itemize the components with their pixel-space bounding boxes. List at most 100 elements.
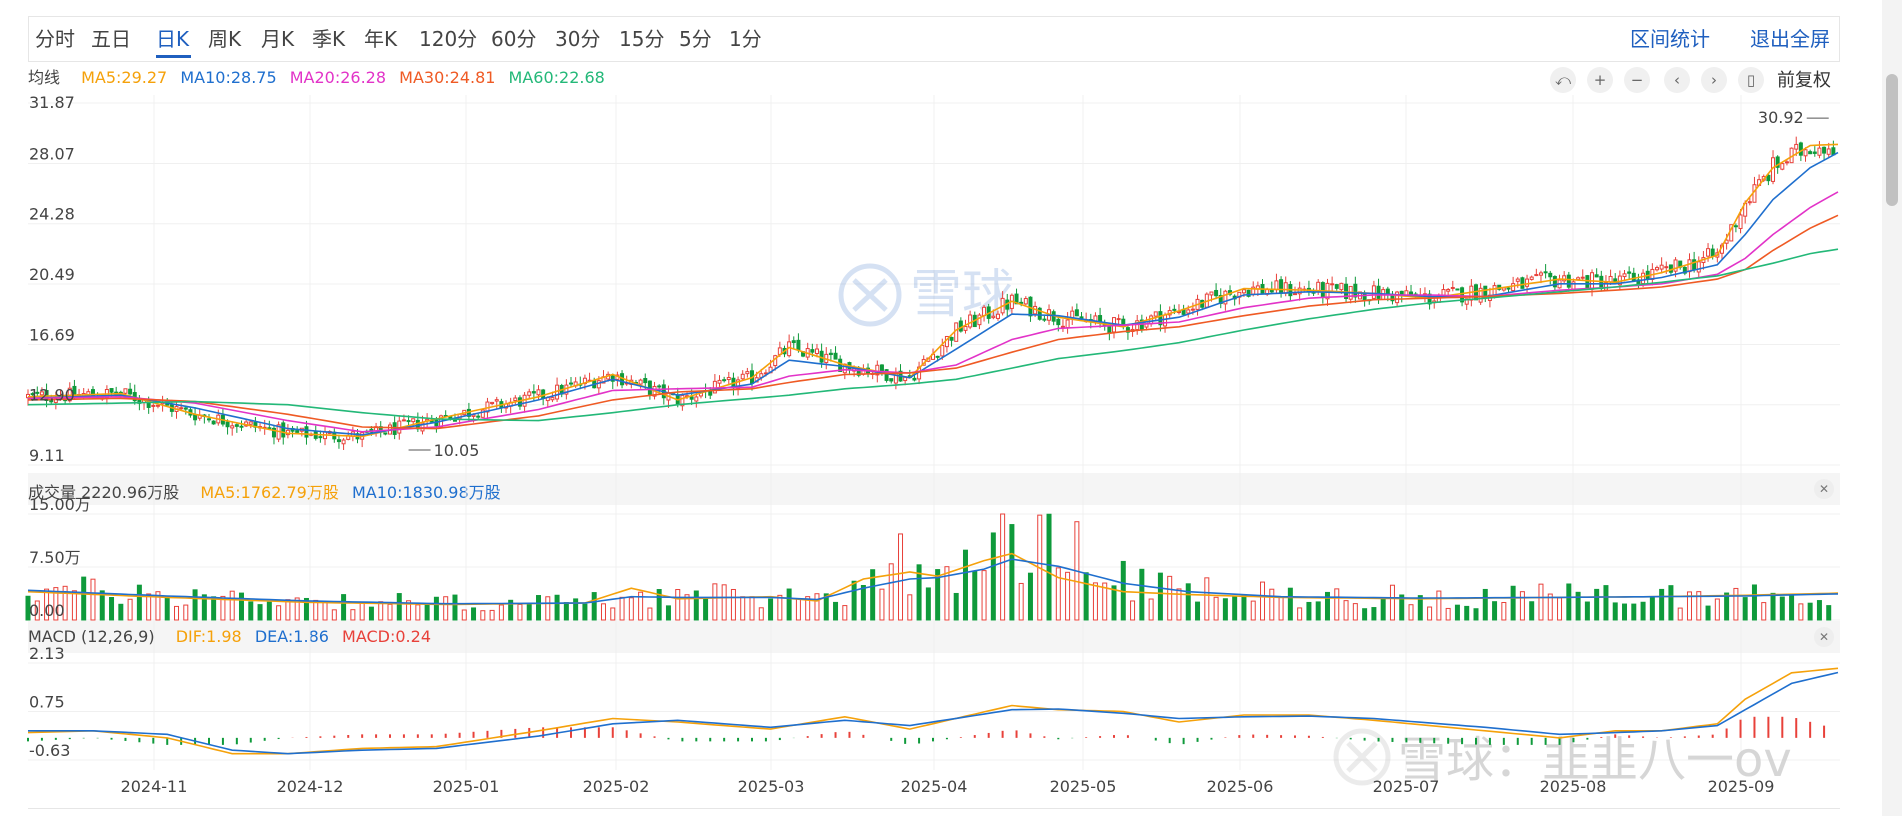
tab-9[interactable]: 30分 (555, 27, 601, 51)
tab-4[interactable]: 月K (261, 27, 295, 51)
volume-bar (888, 563, 894, 621)
candle-body (995, 313, 1000, 319)
candle-body (898, 370, 903, 382)
candle (903, 376, 908, 386)
volume-bar (155, 591, 161, 621)
candle-body (323, 431, 328, 440)
candle (893, 367, 898, 390)
volume-bar (331, 609, 337, 621)
candle-body (1747, 201, 1752, 204)
candle (513, 395, 518, 405)
adjust-price-button[interactable]: 前复权 (1777, 70, 1831, 91)
candle-body (434, 419, 439, 427)
tab-6[interactable]: 年K (364, 27, 398, 51)
scroll-left-icon[interactable]: ‹ (1664, 67, 1690, 93)
close-macd-icon[interactable]: ✕ (1814, 627, 1834, 647)
undo-icon[interactable]: ⤺ (1550, 67, 1576, 93)
candle (1817, 141, 1822, 159)
volume-bar (118, 603, 124, 621)
candle-body (1812, 151, 1817, 154)
candle (1682, 265, 1687, 276)
candle (596, 376, 601, 395)
scroll-right-icon[interactable]: › (1701, 67, 1727, 93)
interval-stats-button[interactable]: 区间统计 (1630, 27, 1710, 51)
tab-8[interactable]: 60分 (491, 27, 537, 51)
candle (935, 355, 940, 362)
candle (1585, 274, 1590, 290)
candle (954, 322, 959, 342)
candle-body (1200, 299, 1205, 308)
candle-body (1116, 318, 1121, 321)
candle-body (842, 363, 847, 374)
candle-body (369, 428, 374, 433)
candle (234, 422, 239, 433)
candle (244, 419, 249, 428)
candle-body (796, 339, 801, 351)
candle (536, 385, 541, 401)
tab-12[interactable]: 1分 (729, 27, 762, 51)
candle-body (30, 393, 35, 396)
candle (258, 423, 263, 432)
volume-bar (545, 596, 551, 621)
candle (281, 420, 286, 445)
tab-2[interactable]: 日K (156, 27, 190, 51)
candle-body (712, 380, 717, 394)
candle-body (253, 422, 258, 428)
candle (207, 413, 211, 423)
candle (810, 343, 815, 357)
tab-0[interactable]: 分时 (35, 27, 75, 51)
candle (1794, 136, 1799, 157)
candle (1316, 279, 1321, 295)
candle (1079, 312, 1084, 322)
candle (907, 369, 912, 379)
volume-bar (1417, 595, 1423, 621)
close-volume-icon[interactable]: ✕ (1814, 479, 1834, 499)
candle-body (1353, 283, 1358, 298)
candle-body (587, 379, 592, 382)
volume-bar (1287, 587, 1293, 621)
volume-bar (628, 597, 634, 621)
candle-body (949, 336, 954, 341)
tab-5[interactable]: 季K (312, 27, 346, 51)
tab-10[interactable]: 15分 (619, 27, 665, 51)
tab-7[interactable]: 120分 (419, 27, 478, 51)
candle (1190, 302, 1195, 315)
candle (1422, 287, 1427, 303)
candle-body (805, 348, 810, 358)
tab-11[interactable]: 5分 (679, 27, 712, 51)
candle (1668, 264, 1673, 275)
candle-body (889, 378, 894, 382)
max-price-label: 30.92 (1758, 108, 1804, 127)
candle-body (1362, 293, 1367, 302)
scrollbar-thumb[interactable] (1886, 74, 1898, 206)
period-toolbar: 分时 五日 日K 周K 月K 季K 年K 120分 60分 30分 15分 5分 1分 区间统计 退出全… (28, 16, 1840, 62)
volume-bar (1371, 607, 1377, 621)
tab-1[interactable]: 五日 (91, 27, 131, 51)
zoom-out-icon[interactable]: − (1624, 67, 1650, 93)
exit-fullscreen-button[interactable]: 退出全屏 (1750, 27, 1830, 51)
candle-body (179, 407, 184, 410)
candle (828, 349, 833, 362)
candle-body (1237, 291, 1242, 298)
candle (1427, 290, 1432, 310)
candle (1353, 276, 1358, 303)
candle-body (1548, 272, 1553, 278)
candle-body (522, 394, 527, 407)
volume-bar (192, 589, 198, 621)
candle-body (1334, 284, 1339, 289)
candle-body (866, 367, 871, 374)
ma-legend-title: 均线 (28, 68, 61, 87)
candle-body (1562, 275, 1567, 282)
candle (852, 365, 857, 377)
candle-body (443, 415, 448, 418)
candle (132, 384, 137, 405)
candle-body (1631, 272, 1636, 282)
candle (1808, 149, 1813, 155)
page-scrollbar[interactable] (1882, 0, 1902, 816)
candle-style-icon[interactable]: ▯ (1738, 67, 1764, 93)
tab-3[interactable]: 周K (208, 27, 242, 51)
candle (151, 403, 156, 413)
candle (1135, 314, 1140, 335)
zoom-in-icon[interactable]: + (1587, 67, 1613, 93)
candle-body (884, 369, 889, 381)
